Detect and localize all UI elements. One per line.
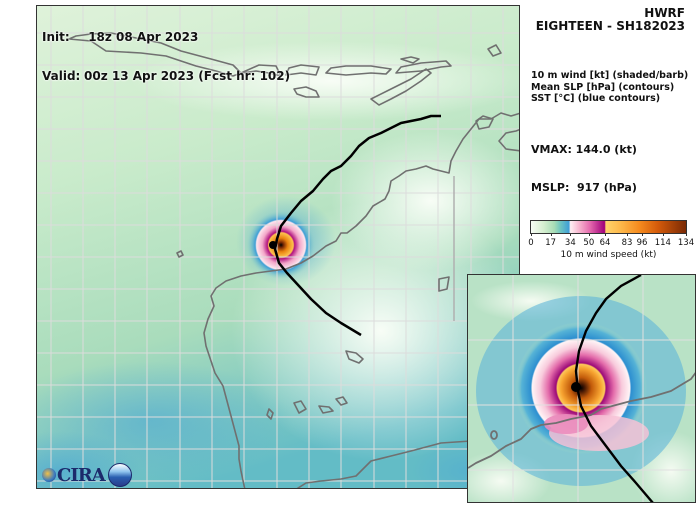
- vmax-value: VMAX: 144.0 (kt): [531, 143, 637, 156]
- model-name: HWRF: [644, 6, 685, 20]
- forecast-header: Init: 18z 08 Apr 2023 Valid: 00z 13 Apr 2…: [42, 5, 290, 96]
- field-slp: Mean SLP [hPa] (contours): [531, 81, 675, 93]
- colorbar-tick-label: 83: [621, 238, 633, 248]
- colorbar-tick-label: 96: [636, 238, 648, 248]
- field-legend: 10 m wind [kt] (shaded/barb) Mean SLP [h…: [531, 70, 688, 105]
- inset-wind-field: [468, 275, 695, 502]
- field-wind: 10 m wind [kt] (shaded/barb): [531, 70, 689, 81]
- valid-time: 00z 13 Apr 2023 (Fcst hr: 102): [84, 69, 291, 83]
- colorbar-tick-mark: [605, 233, 607, 236]
- cira-logo: CIRA: [42, 463, 132, 487]
- colorbar-label: 10 m wind speed (kt): [560, 250, 657, 260]
- cira-logo-text: CIRA: [57, 464, 106, 486]
- colorbar-tick-label: 17: [545, 238, 557, 248]
- colorbar-tick-mark: [627, 233, 628, 236]
- colorbar-tick-mark: [531, 233, 532, 236]
- storm-id: EIGHTEEN - SH182023: [535, 19, 685, 33]
- mslp-value: MSLP: 917 (hPa): [531, 180, 637, 194]
- valid-label: Valid:: [42, 69, 81, 83]
- colorbar-tick-label: 50: [583, 238, 595, 248]
- colorbar-tick-label: 134: [677, 238, 695, 248]
- colorbar-tick-mark: [550, 233, 552, 236]
- globe-icon: [42, 468, 56, 482]
- colorbar-tick-mark: [686, 233, 687, 236]
- colorbar-tick-label: 114: [654, 238, 671, 248]
- inset-zoom-map: [467, 274, 696, 503]
- colorbar-tick-mark: [570, 233, 572, 236]
- colorbar-tick-label: 0: [528, 238, 534, 248]
- init-label: Init:: [42, 30, 70, 44]
- field-sst: SST [°C] (blue contours): [531, 93, 661, 104]
- init-time: 18z 08 Apr 2023: [88, 30, 199, 44]
- colorbar-tick-label: 34: [564, 238, 576, 248]
- wind-colorbar: [530, 220, 687, 234]
- colorbar-tick-mark: [642, 233, 644, 236]
- noaa-logo-icon: [107, 463, 132, 487]
- colorbar-tick-mark: [588, 233, 590, 236]
- colorbar-tick-label: 64: [599, 238, 611, 248]
- colorbar-tick-mark: [662, 233, 664, 236]
- storm-stats: VMAX: 144.0 (kt) MSLP: 917 (hPa): [531, 119, 637, 207]
